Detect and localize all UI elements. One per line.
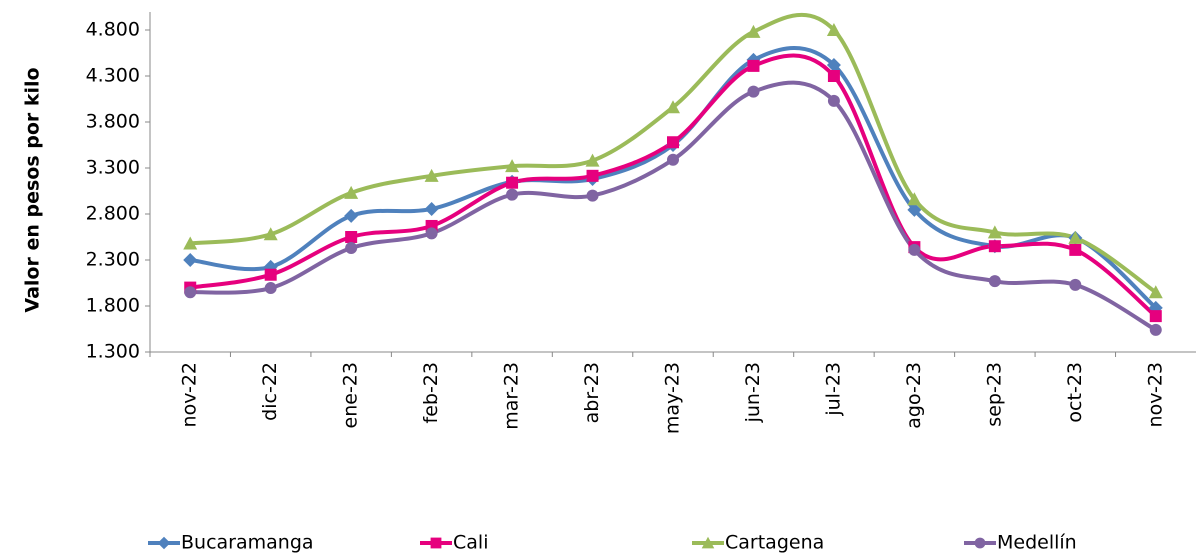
marker — [667, 153, 679, 166]
series-line — [189, 53, 1158, 318]
x-tick-label: oct-23 — [1064, 362, 1086, 423]
marker — [184, 286, 197, 299]
y-tick-label: 2.300 — [86, 249, 140, 271]
marker — [1068, 230, 1083, 244]
marker — [701, 536, 715, 549]
marker — [746, 24, 761, 38]
marker — [183, 253, 198, 267]
y-tick-label: 1.800 — [86, 295, 140, 317]
marker — [747, 59, 760, 72]
x-tick-label: nov-22 — [179, 362, 201, 427]
marker — [908, 243, 921, 256]
legend-label: Bucaramanga — [181, 532, 314, 554]
legend-label: Cali — [453, 532, 488, 554]
x-tick-label: nov-23 — [1144, 362, 1166, 427]
marker — [826, 23, 841, 36]
marker — [430, 537, 442, 549]
x-tick-label: sep-23 — [983, 362, 1005, 427]
marker — [506, 188, 519, 201]
x-tick-label: ago-23 — [903, 362, 925, 429]
y-tick-label: 2.800 — [86, 203, 140, 225]
marker — [1148, 285, 1163, 299]
marker — [1069, 278, 1082, 291]
x-tick-label: dic-22 — [259, 362, 281, 421]
marker — [1069, 243, 1082, 256]
marker — [344, 208, 359, 223]
marker — [345, 242, 358, 255]
marker — [264, 282, 277, 295]
marker — [974, 537, 986, 549]
legend-label: Medellín — [997, 532, 1077, 554]
marker — [345, 231, 358, 243]
marker — [263, 227, 278, 241]
marker — [1149, 323, 1162, 336]
y-tick-label: 3.300 — [86, 157, 140, 179]
marker — [585, 153, 600, 167]
marker — [988, 275, 1001, 288]
series-line — [190, 80, 1157, 332]
marker — [506, 176, 519, 189]
y-axis-title: Valor en pesos por kilo — [22, 67, 44, 312]
marker — [667, 136, 679, 149]
marker — [907, 202, 922, 217]
series-line — [189, 46, 1158, 310]
x-tick-label: feb-23 — [420, 362, 442, 423]
marker — [987, 225, 1002, 239]
marker — [988, 240, 1001, 253]
marker — [424, 168, 439, 182]
marker — [264, 268, 277, 281]
x-tick-label: mar-23 — [501, 362, 523, 430]
x-tick-label: ene-23 — [340, 362, 362, 428]
x-tick-label: abr-23 — [581, 362, 603, 423]
marker — [827, 94, 840, 107]
marker — [666, 100, 680, 114]
y-tick-label: 4.300 — [86, 65, 140, 87]
series-line — [190, 12, 1157, 294]
marker — [157, 536, 171, 550]
marker — [586, 189, 599, 202]
marker — [586, 169, 599, 182]
y-tick-label: 1.300 — [86, 341, 140, 363]
x-tick-label: jun-23 — [742, 362, 764, 423]
marker — [1149, 310, 1162, 323]
x-tick-label: may-23 — [662, 362, 684, 434]
marker — [183, 236, 198, 250]
legend-label: Cartagena — [725, 532, 824, 554]
marker — [424, 201, 439, 216]
y-tick-label: 4.800 — [86, 19, 140, 41]
x-tick-label: jul-23 — [822, 362, 844, 417]
y-tick-label: 3.800 — [86, 111, 140, 133]
marker — [747, 85, 760, 98]
marker — [907, 192, 922, 206]
marker — [827, 70, 840, 82]
marker — [826, 57, 841, 72]
marker — [425, 227, 438, 240]
marker — [505, 159, 520, 173]
marker — [344, 185, 359, 199]
